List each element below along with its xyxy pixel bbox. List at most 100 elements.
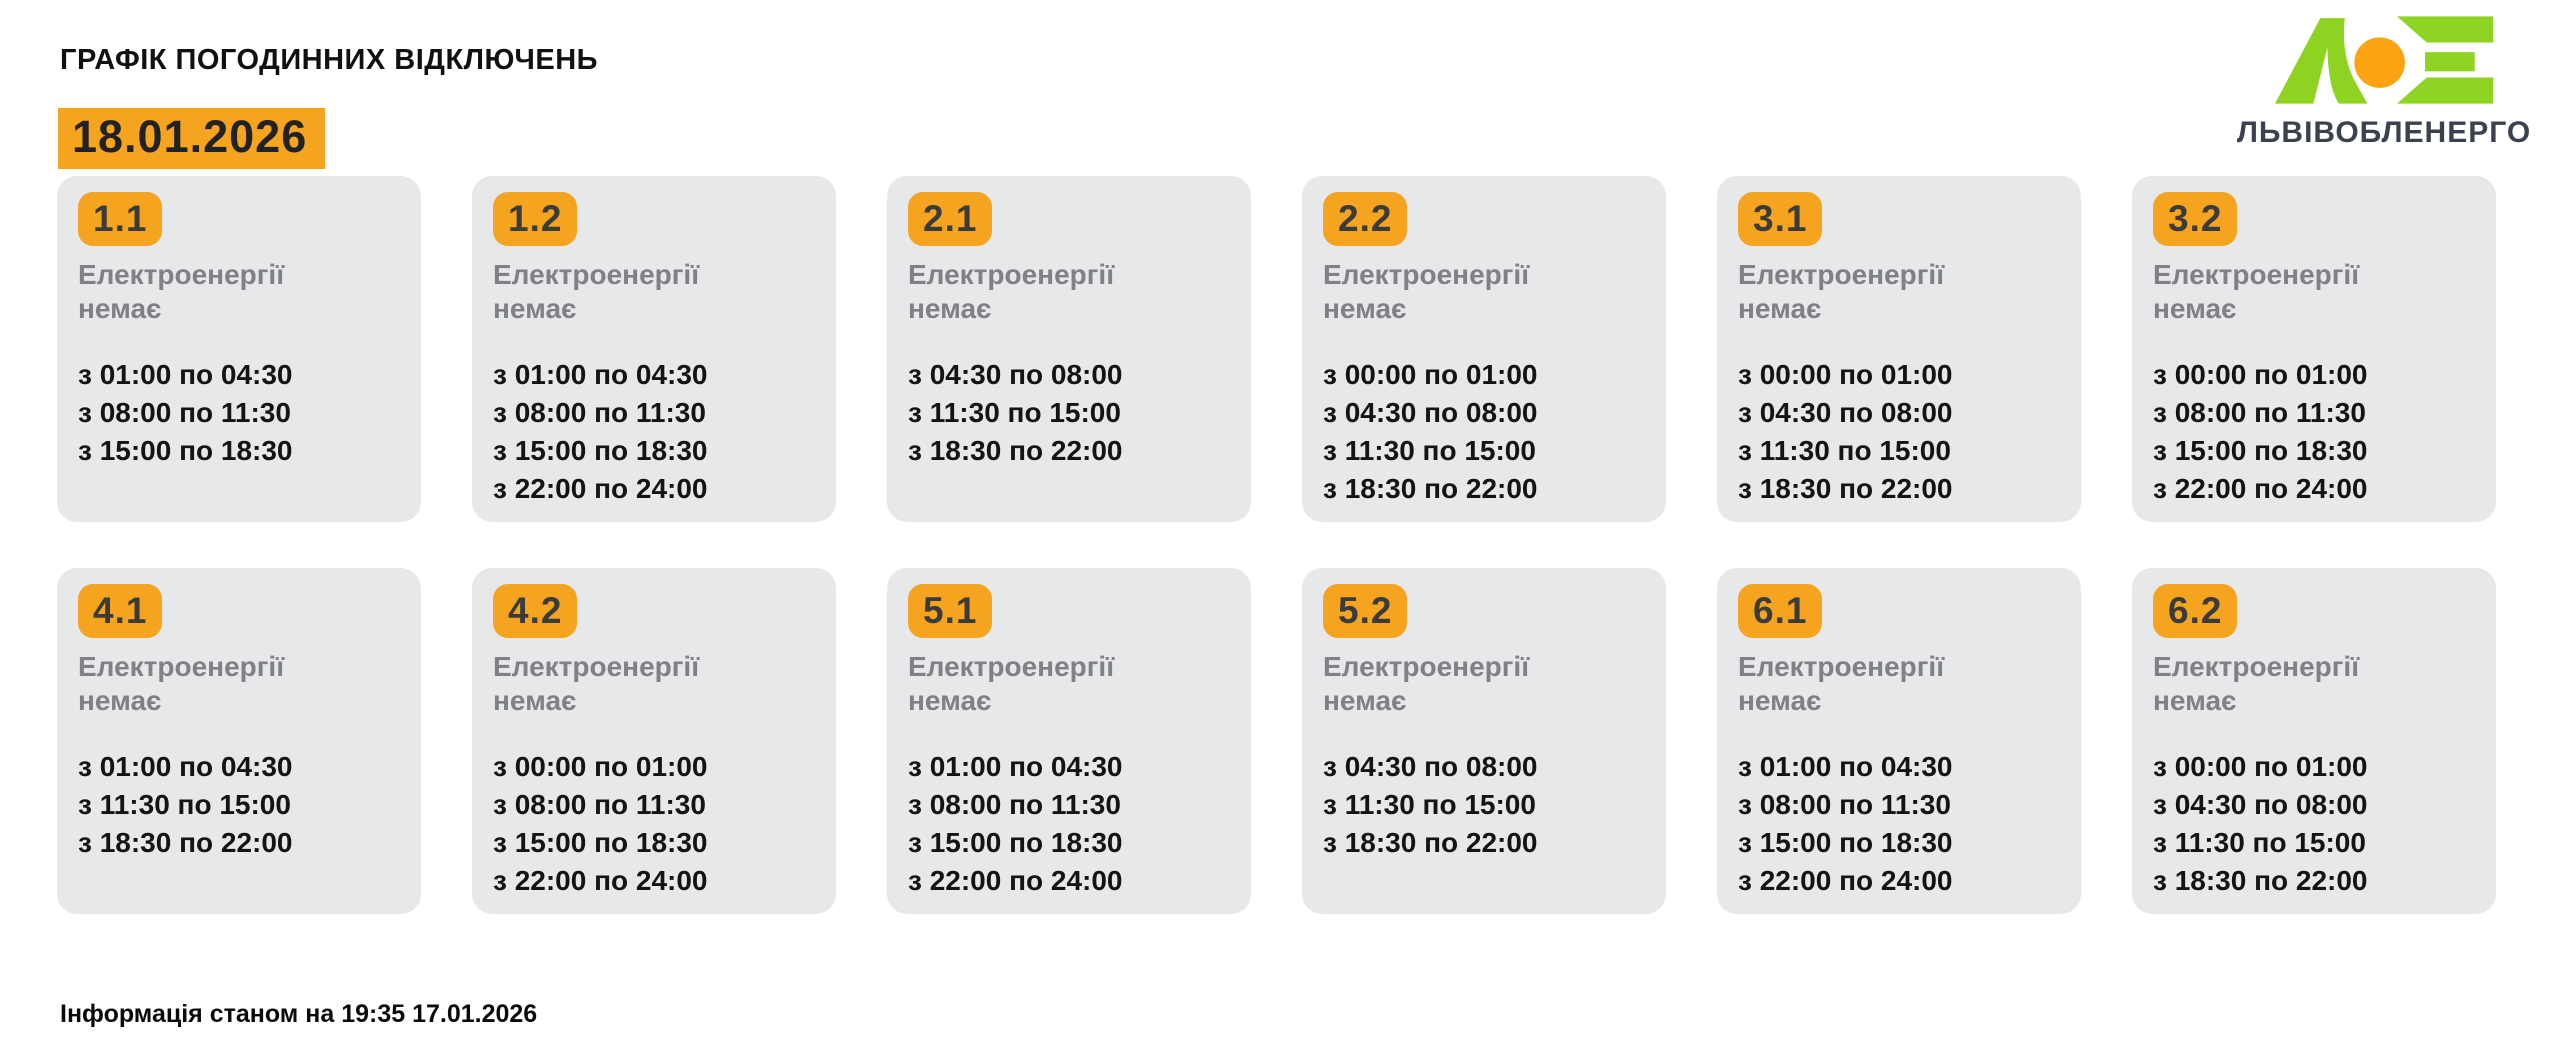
outage-card: 3.1 Електроенергії немає з 00:00 по 01:0… — [1717, 176, 2081, 522]
status-label: Електроенергії немає — [493, 650, 816, 718]
status-label: Електроенергії немає — [2153, 258, 2476, 326]
time-range: з 01:00 по 04:30 — [78, 751, 293, 782]
page-title: ГРАФІК ПОГОДИННИХ ВІДКЛЮЧЕНЬ — [60, 44, 599, 76]
info-timestamp: Інформація станом на 19:35 17.01.2026 — [60, 1000, 538, 1028]
time-range: з 08:00 по 11:30 — [1738, 789, 1951, 820]
time-range: з 04:30 по 08:00 — [908, 359, 1123, 390]
outage-card: 5.1 Електроенергії немає з 01:00 по 04:3… — [887, 568, 1251, 914]
time-range: з 15:00 по 18:30 — [493, 435, 708, 466]
status-label: Електроенергії немає — [78, 650, 401, 718]
time-range: з 15:00 по 18:30 — [78, 435, 293, 466]
time-range: з 04:30 по 08:00 — [1323, 751, 1538, 782]
status-line-2: немає — [1738, 685, 1822, 716]
status-line-1: Електроенергії — [78, 651, 285, 682]
time-range: з 22:00 по 24:00 — [493, 473, 708, 504]
time-range: з 08:00 по 11:30 — [78, 397, 291, 428]
status-line-1: Електроенергії — [2153, 259, 2360, 290]
status-label: Електроенергії немає — [493, 258, 816, 326]
status-line-2: немає — [493, 293, 577, 324]
time-range: з 18:30 по 22:00 — [908, 435, 1123, 466]
company-logo: ЛЬВІВОБЛЕНЕРГО — [2234, 16, 2534, 150]
group-badge: 4.1 — [78, 584, 163, 638]
status-line-2: немає — [493, 685, 577, 716]
time-range: з 04:30 по 08:00 — [1323, 397, 1538, 428]
outage-times: з 01:00 по 04:30 з 08:00 по 11:30 з 15:00 … — [78, 356, 401, 470]
time-range: з 15:00 по 18:30 — [908, 827, 1123, 858]
outage-times: з 04:30 по 08:00 з 11:30 по 15:00 з 18:30 … — [908, 356, 1231, 470]
status-line-1: Електроенергії — [1738, 651, 1945, 682]
outage-card: 1.2 Електроенергії немає з 01:00 по 04:3… — [472, 176, 836, 522]
outage-card: 6.1 Електроенергії немає з 01:00 по 04:3… — [1717, 568, 2081, 914]
status-line-2: немає — [78, 685, 162, 716]
group-badge: 5.1 — [908, 584, 993, 638]
group-badge: 3.1 — [1738, 192, 1823, 246]
outage-times: з 00:00 по 01:00 з 08:00 по 11:30 з 15:00 … — [493, 748, 816, 900]
time-range: з 01:00 по 04:30 — [78, 359, 293, 390]
group-badge: 4.2 — [493, 584, 578, 638]
status-label: Електроенергії немає — [1738, 650, 2061, 718]
status-label: Електроенергії немає — [908, 650, 1231, 718]
status-label: Електроенергії немає — [908, 258, 1231, 326]
outage-card: 5.2 Електроенергії немає з 04:30 по 08:0… — [1302, 568, 1666, 914]
status-line-2: немає — [1738, 293, 1822, 324]
company-name: ЛЬВІВОБЛЕНЕРГО — [2236, 116, 2532, 149]
outage-card: 6.2 Електроенергії немає з 00:00 по 01:0… — [2132, 568, 2496, 914]
time-range: з 04:30 по 08:00 — [1738, 397, 1953, 428]
status-line-1: Електроенергії — [908, 651, 1115, 682]
outage-card: 2.2 Електроенергії немає з 00:00 по 01:0… — [1302, 176, 1666, 522]
time-range: з 08:00 по 11:30 — [493, 397, 706, 428]
outage-card: 2.1 Електроенергії немає з 04:30 по 08:0… — [887, 176, 1251, 522]
outage-times: з 01:00 по 04:30 з 08:00 по 11:30 з 15:00 … — [1738, 748, 2061, 900]
outage-card: 3.2 Електроенергії немає з 00:00 по 01:0… — [2132, 176, 2496, 522]
time-range: з 11:30 по 15:00 — [1323, 435, 1536, 466]
outage-card: 4.2 Електроенергії немає з 00:00 по 01:0… — [472, 568, 836, 914]
status-line-1: Електроенергії — [1738, 259, 1945, 290]
status-line-1: Електроенергії — [908, 259, 1115, 290]
time-range: з 22:00 по 24:00 — [493, 865, 708, 896]
time-range: з 11:30 по 15:00 — [2153, 827, 2366, 858]
time-range: з 15:00 по 18:30 — [493, 827, 708, 858]
status-label: Електроенергії немає — [78, 258, 401, 326]
time-range: з 22:00 по 24:00 — [1738, 865, 1953, 896]
status-line-2: немає — [908, 685, 992, 716]
status-line-2: немає — [78, 293, 162, 324]
group-badge: 3.2 — [2153, 192, 2238, 246]
time-range: з 15:00 по 18:30 — [1738, 827, 1953, 858]
group-badge: 1.1 — [78, 192, 163, 246]
time-range: з 00:00 по 01:00 — [2153, 751, 2368, 782]
group-badge: 2.2 — [1323, 192, 1408, 246]
date-badge: 18.01.2026 — [58, 108, 326, 169]
time-range: з 00:00 по 01:00 — [1738, 359, 1953, 390]
time-range: з 04:30 по 08:00 — [2153, 789, 2368, 820]
group-badge: 6.1 — [1738, 584, 1823, 638]
outage-times: з 01:00 по 04:30 з 08:00 по 11:30 з 15:00 … — [908, 748, 1231, 900]
outage-times: з 00:00 по 01:00 з 08:00 по 11:30 з 15:00 … — [2153, 356, 2476, 508]
group-badge: 1.2 — [493, 192, 578, 246]
status-label: Електроенергії немає — [1323, 650, 1646, 718]
time-range: з 00:00 по 01:00 — [2153, 359, 2368, 390]
time-range: з 01:00 по 04:30 — [1738, 751, 1953, 782]
status-line-1: Електроенергії — [493, 651, 700, 682]
schedule-grid: 1.1 Електроенергії немає з 01:00 по 04:3… — [57, 176, 2496, 914]
outage-times: з 04:30 по 08:00 з 11:30 по 15:00 з 18:30 … — [1323, 748, 1646, 862]
outage-times: з 00:00 по 01:00 з 04:30 по 08:00 з 11:30 … — [1738, 356, 2061, 508]
outage-times: з 01:00 по 04:30 з 08:00 по 11:30 з 15:00 … — [493, 356, 816, 508]
status-line-2: немає — [2153, 293, 2237, 324]
time-range: з 00:00 по 01:00 — [493, 751, 708, 782]
time-range: з 18:30 по 22:00 — [2153, 865, 2368, 896]
outage-times: з 01:00 по 04:30 з 11:30 по 15:00 з 18:30 … — [78, 748, 401, 862]
group-badge: 5.2 — [1323, 584, 1408, 638]
time-range: з 01:00 по 04:30 — [908, 751, 1123, 782]
time-range: з 11:30 по 15:00 — [78, 789, 291, 820]
time-range: з 08:00 по 11:30 — [2153, 397, 2366, 428]
time-range: з 11:30 по 15:00 — [908, 397, 1121, 428]
status-line-2: немає — [1323, 685, 1407, 716]
loe-lambda-dot-e-icon — [2275, 16, 2493, 104]
time-range: з 15:00 по 18:30 — [2153, 435, 2368, 466]
time-range: з 18:30 по 22:00 — [1738, 473, 1953, 504]
time-range: з 08:00 по 11:30 — [908, 789, 1121, 820]
group-badge: 6.2 — [2153, 584, 2238, 638]
status-label: Електроенергії немає — [1323, 258, 1646, 326]
status-line-1: Електроенергії — [493, 259, 700, 290]
